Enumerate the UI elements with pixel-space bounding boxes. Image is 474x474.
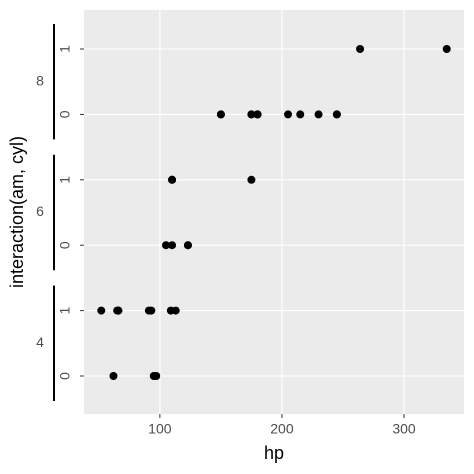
y-tick-label: 1 [57,306,73,314]
group-label: 8 [36,72,44,88]
group-label: 6 [36,203,44,219]
point [442,45,451,53]
y-tick-label: 0 [57,372,73,380]
y-tick-label: 0 [57,241,73,249]
point [296,110,305,119]
point [247,110,256,119]
point [314,110,323,119]
point [253,110,262,119]
panel [84,10,464,414]
x-tick-label: 200 [270,421,294,437]
y-axis-title: interaction(am, cyl) [7,136,27,288]
y-tick-label: 1 [57,45,73,53]
group-label: 4 [36,334,44,350]
point [168,241,177,250]
x-axis-title: hp [264,443,284,463]
point [166,306,175,315]
y-tick-label: 1 [57,176,73,184]
point [247,175,256,184]
point [356,45,365,53]
point [332,110,341,119]
point [161,241,170,250]
point [168,175,177,184]
point [114,306,123,315]
y-tick-label: 0 [57,110,73,118]
point [152,372,161,380]
point [144,306,153,315]
x-tick-label: 100 [148,421,172,437]
x-tick-label: 300 [392,421,416,437]
point [284,110,293,119]
point [97,306,106,315]
point [109,372,118,380]
point [183,241,192,250]
point [216,110,225,119]
